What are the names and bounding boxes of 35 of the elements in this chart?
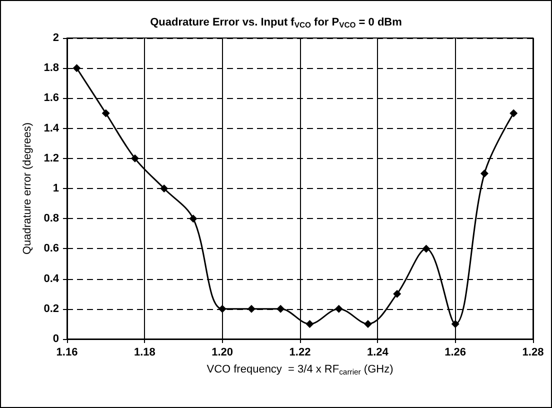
x-tick-label: 1.28 <box>522 346 544 358</box>
point <box>102 109 110 118</box>
x-tick-label: 1.20 <box>212 346 234 358</box>
y-tick-label: 0.8 <box>44 212 59 225</box>
x-tick-label: 1.22 <box>289 346 311 358</box>
point <box>218 304 226 313</box>
y-tick-label: 0.2 <box>44 302 59 315</box>
y-tick-label: 1.4 <box>44 122 60 134</box>
y-tick-label: 1 <box>52 182 59 194</box>
point <box>189 214 198 223</box>
point <box>364 320 372 328</box>
y-tick-label: 1.2 <box>44 152 59 164</box>
y-tick-label: 2 <box>52 32 59 44</box>
point <box>72 64 81 72</box>
point <box>247 304 256 313</box>
x-tick-label: 1.26 <box>444 346 466 358</box>
point <box>306 320 314 328</box>
point <box>276 304 285 313</box>
y-tick-label: 0.4 <box>44 272 60 285</box>
y-axis-title: Quadrature error (degrees) <box>21 122 34 255</box>
y-tick-label: 1.6 <box>44 92 59 104</box>
point <box>510 109 518 118</box>
point <box>160 184 168 192</box>
point <box>393 290 402 298</box>
y-tick-label: 1.8 <box>44 62 59 74</box>
point <box>422 244 430 253</box>
x-tick-label: 1.24 <box>366 346 390 358</box>
y-tick-label: 0.6 <box>44 242 59 255</box>
y-tick-label: 0 <box>52 333 59 345</box>
x-tick-label: 1.16 <box>56 346 78 358</box>
point <box>480 169 488 178</box>
point <box>334 304 343 313</box>
point <box>451 320 460 328</box>
x-tick-label: 1.18 <box>134 346 156 358</box>
point <box>130 154 139 162</box>
